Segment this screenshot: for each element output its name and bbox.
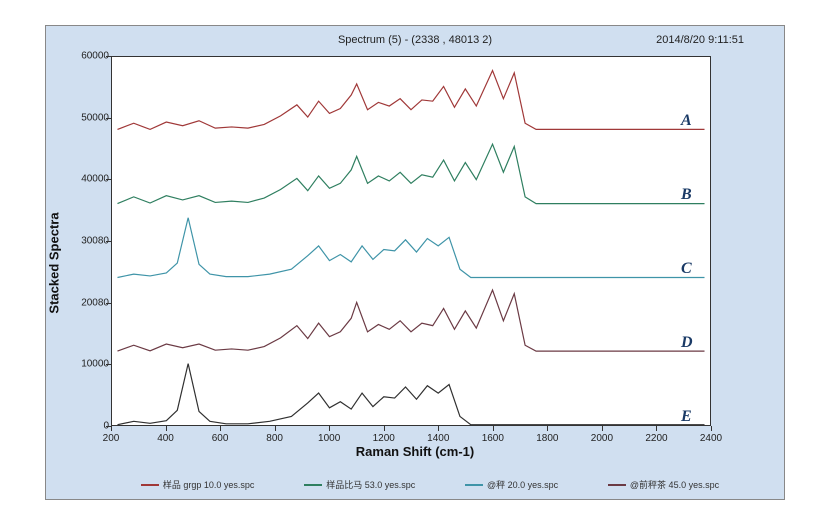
legend-text: 样品比马 53.0 yes.spc	[326, 478, 415, 491]
spectrum-line-c	[117, 218, 704, 278]
x-axis-label: Raman Shift (cm-1)	[356, 444, 474, 459]
ytick-mark	[106, 118, 111, 119]
xtick-label: 1000	[318, 433, 340, 444]
ytick-mark	[106, 179, 111, 180]
legend-text: @秤 20.0 yes.spc	[487, 478, 558, 491]
chart-panel: Spectrum (5) - (2338 , 48013 2) 2014/8/2…	[45, 25, 785, 500]
series-label-c: C	[681, 260, 692, 278]
legend-swatch	[608, 484, 626, 486]
xtick-mark	[438, 426, 439, 431]
xtick-label: 1400	[427, 433, 449, 444]
xtick-label: 2000	[591, 433, 613, 444]
xtick-label: 600	[212, 433, 229, 444]
xtick-mark	[547, 426, 548, 431]
xtick-mark	[602, 426, 603, 431]
legend-swatch	[304, 484, 322, 486]
xtick-label: 1600	[482, 433, 504, 444]
chart-timestamp: 2014/8/20 9:11:51	[656, 34, 744, 46]
xtick-label: 1200	[373, 433, 395, 444]
legend: 样品 grgp 10.0 yes.spc 样品比马 53.0 yes.spc @秤 …	[116, 478, 744, 491]
y-axis-label: Stacked Spectra	[47, 212, 62, 313]
xtick-mark	[111, 426, 112, 431]
ytick-label: 50000	[74, 112, 109, 123]
series-label-a: A	[681, 112, 692, 130]
xtick-mark	[275, 426, 276, 431]
chart-title: Spectrum (5) - (2338 , 48013 2)	[338, 34, 492, 46]
ytick-label: 0	[74, 421, 109, 432]
xtick-label: 2200	[645, 433, 667, 444]
xtick-label: 2400	[700, 433, 722, 444]
xtick-mark	[329, 426, 330, 431]
spectrum-line-a	[117, 71, 704, 130]
legend-text: @前秤茶 45.0 yes.spc	[630, 478, 719, 491]
ytick-mark	[106, 303, 111, 304]
xtick-label: 1800	[536, 433, 558, 444]
series-label-d: D	[681, 334, 693, 352]
series-label-e: E	[681, 408, 692, 426]
spectrum-line-b	[117, 144, 704, 203]
series-label-b: B	[681, 186, 692, 204]
xtick-label: 200	[103, 433, 120, 444]
ytick-label: 30080	[74, 236, 109, 247]
xtick-mark	[384, 426, 385, 431]
ytick-mark	[106, 56, 111, 57]
ytick-label: 10000	[74, 359, 109, 370]
plot-area	[111, 56, 711, 426]
xtick-label: 800	[266, 433, 283, 444]
spectra-svg	[112, 57, 710, 425]
ytick-mark	[106, 241, 111, 242]
spectrum-line-e	[117, 364, 704, 425]
ytick-label: 40000	[74, 174, 109, 185]
legend-swatch	[465, 484, 483, 486]
legend-text: 样品 grgp 10.0 yes.spc	[163, 478, 255, 491]
ytick-label: 60000	[74, 51, 109, 62]
spectrum-line-d	[117, 290, 704, 351]
ytick-mark	[106, 364, 111, 365]
ytick-label: 20080	[74, 297, 109, 308]
xtick-label: 400	[157, 433, 174, 444]
legend-item: @前秤茶 45.0 yes.spc	[608, 478, 719, 491]
xtick-mark	[166, 426, 167, 431]
legend-item: @秤 20.0 yes.spc	[465, 478, 558, 491]
legend-item: 样品 grgp 10.0 yes.spc	[141, 478, 255, 491]
legend-swatch	[141, 484, 159, 486]
xtick-mark	[493, 426, 494, 431]
xtick-mark	[711, 426, 712, 431]
xtick-mark	[656, 426, 657, 431]
legend-item: 样品比马 53.0 yes.spc	[304, 478, 415, 491]
xtick-mark	[220, 426, 221, 431]
